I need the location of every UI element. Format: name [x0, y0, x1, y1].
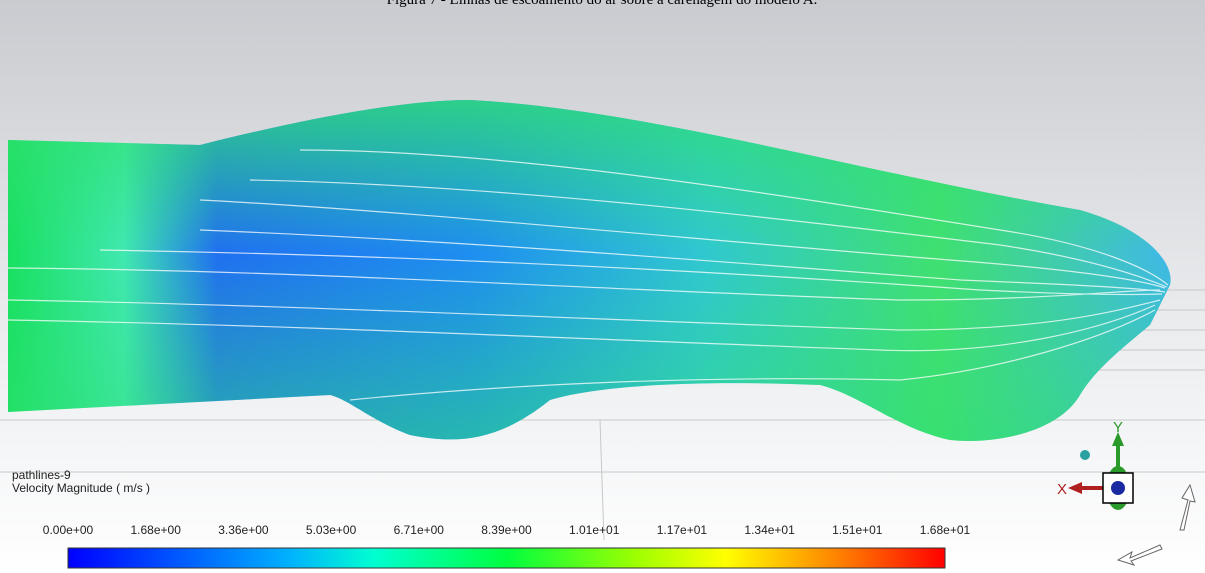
caption: Figura 7 - Linhas de escoamento do ar so…: [387, 0, 818, 8]
colorbar-label: 3.36e+00: [218, 523, 269, 537]
colorbar-label: 6.71e+00: [394, 523, 445, 537]
colorbar-label: 8.39e+00: [481, 523, 532, 537]
colorbar-label: 0.00e+00: [43, 523, 94, 537]
colorbar-label: 1.01e+01: [569, 523, 620, 537]
colorbar-label: 1.68e+00: [131, 523, 182, 537]
colorbar-label: 1.34e+01: [744, 523, 795, 537]
legend-quantity: Velocity Magnitude ( m/s ): [12, 481, 150, 495]
colorbar-label: 1.17e+01: [657, 523, 708, 537]
colorbar-label: 1.51e+01: [832, 523, 883, 537]
colorbar-label: 1.68e+01: [920, 523, 971, 537]
x-axis-label: X: [1057, 481, 1067, 498]
y-axis-label: Y: [1113, 419, 1123, 436]
legend-name: pathlines-9: [12, 468, 71, 482]
colorbar: [68, 548, 945, 568]
colorbar-label: 5.03e+00: [306, 523, 357, 537]
screenshot: Figura 7 - Linhas de escoamento do ar so…: [0, 0, 1205, 573]
